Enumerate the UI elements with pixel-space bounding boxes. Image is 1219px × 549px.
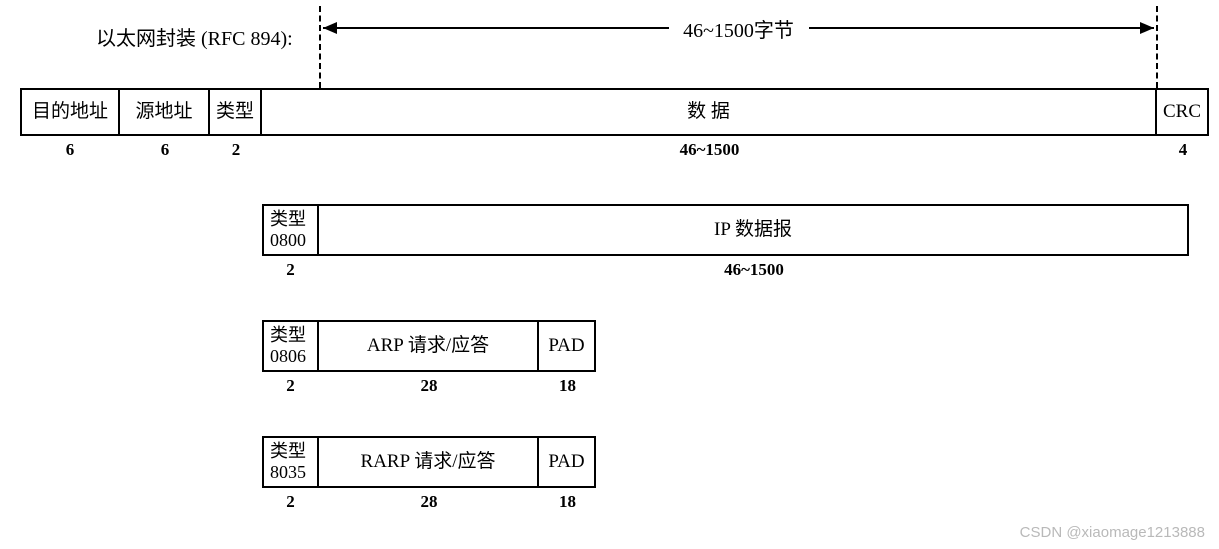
- row3: 类型0806 ARP 请求/应答 PAD: [262, 320, 596, 372]
- cell-label-bot: 0800: [270, 230, 306, 251]
- cell-label-bot: 8035: [270, 462, 306, 483]
- row1-size-4: 4: [1143, 140, 1219, 160]
- diagram-title: 以太网封装 (RFC 894):: [96, 22, 293, 51]
- row2-cell-1: IP 数据报: [319, 204, 1189, 256]
- row1-size-1: 6: [125, 140, 205, 160]
- row3-size-0: 2: [251, 376, 331, 396]
- cell-label: PAD: [548, 451, 584, 473]
- row1-cell-0: 目的地址: [20, 88, 120, 136]
- row1-cell-4: CRC: [1157, 88, 1209, 136]
- row2-size-1: 46~1500: [714, 260, 794, 280]
- row3-size-2: 18: [528, 376, 608, 396]
- row4-size-1: 28: [389, 492, 469, 512]
- row2-size-0: 2: [251, 260, 331, 280]
- row1-size-3: 46~1500: [670, 140, 750, 160]
- row4-size-2: 18: [528, 492, 608, 512]
- cell-label-top: 类型: [270, 441, 306, 462]
- cell-label: 目的地址: [32, 101, 108, 123]
- row4: 类型8035 RARP 请求/应答 PAD: [262, 436, 596, 488]
- cell-label-top: 类型: [270, 325, 306, 346]
- cell-label: IP 数据报: [714, 219, 792, 241]
- cell-label: ARP 请求/应答: [367, 335, 489, 357]
- row1-size-2: 2: [196, 140, 276, 160]
- row3-size-1: 28: [389, 376, 469, 396]
- cell-label-top: 类型: [270, 209, 306, 230]
- row1-cell-2: 类型: [210, 88, 262, 136]
- cell-label-bot: 0806: [270, 346, 306, 367]
- row1-cell-1: 源地址: [120, 88, 210, 136]
- cell-label: 类型: [216, 101, 254, 123]
- row2-cell-0: 类型0800: [262, 204, 319, 256]
- row4-size-0: 2: [251, 492, 331, 512]
- watermark: CSDN @xiaomage1213888: [1020, 524, 1205, 541]
- row3-cell-0: 类型0806: [262, 320, 319, 372]
- row2: 类型0800 IP 数据报: [262, 204, 1189, 256]
- cell-label: CRC: [1163, 101, 1201, 123]
- cell-label: PAD: [548, 335, 584, 357]
- cell-label: 源地址: [135, 101, 192, 123]
- span-label: 46~1500字节: [669, 14, 809, 43]
- row1-size-0: 6: [30, 140, 110, 160]
- cell-label: RARP 请求/应答: [361, 451, 496, 473]
- row4-cell-0: 类型8035: [262, 436, 319, 488]
- row4-cell-2: PAD: [539, 436, 596, 488]
- cell-label: 数 据: [687, 101, 730, 123]
- row1-cell-3: 数 据: [262, 88, 1157, 136]
- row3-cell-2: PAD: [539, 320, 596, 372]
- row1: 目的地址 源地址 类型 数 据 CRC: [20, 88, 1209, 136]
- row4-cell-1: RARP 请求/应答: [319, 436, 539, 488]
- row3-cell-1: ARP 请求/应答: [319, 320, 539, 372]
